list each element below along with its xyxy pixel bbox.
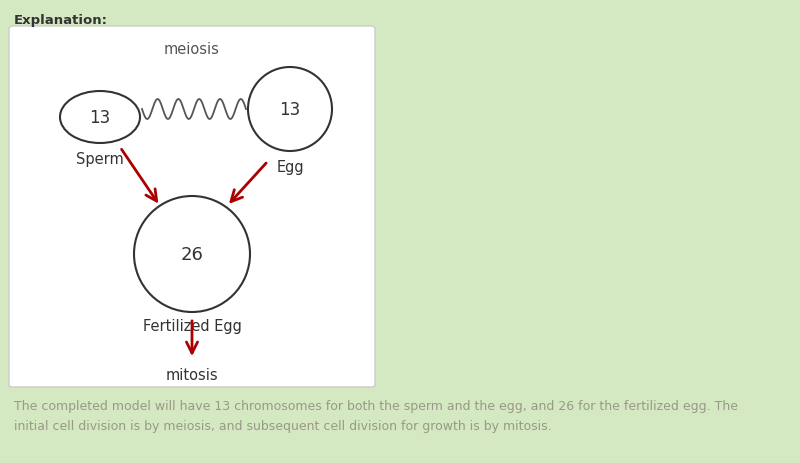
FancyBboxPatch shape [9, 27, 375, 387]
Text: Sperm: Sperm [76, 152, 124, 167]
Text: meiosis: meiosis [164, 42, 220, 57]
Text: 26: 26 [181, 245, 203, 263]
Text: 13: 13 [90, 109, 110, 127]
Text: Explanation:: Explanation: [14, 14, 108, 27]
Circle shape [248, 68, 332, 152]
Text: initial cell division is by meiosis, and subsequent cell division for growth is : initial cell division is by meiosis, and… [14, 419, 552, 432]
Text: Fertilized Egg: Fertilized Egg [142, 319, 242, 333]
Text: 13: 13 [279, 101, 301, 119]
Text: The completed model will have 13 chromosomes for both the sperm and the egg, and: The completed model will have 13 chromos… [14, 399, 738, 412]
Text: Egg: Egg [276, 160, 304, 175]
Circle shape [134, 197, 250, 313]
Text: mitosis: mitosis [166, 367, 218, 382]
Ellipse shape [60, 92, 140, 144]
